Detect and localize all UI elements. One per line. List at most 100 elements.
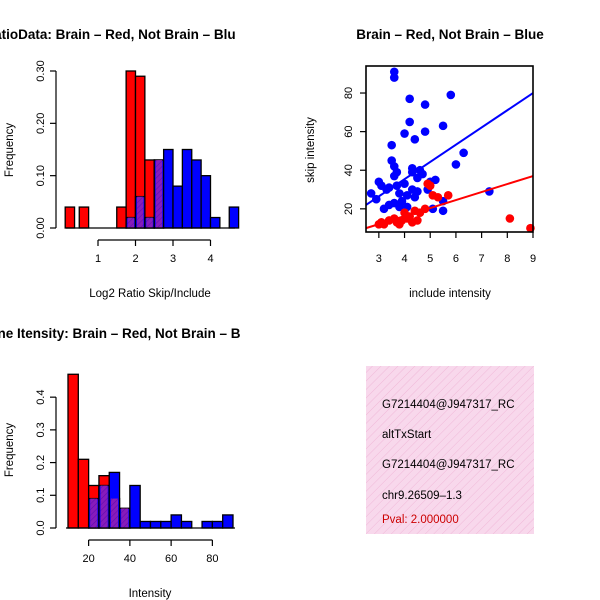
intensity-hist-x-tick-label: 20	[83, 553, 95, 565]
scatter-point-not-brain	[392, 167, 402, 177]
intensity-histogram-bars	[67, 373, 234, 529]
intensity-hist-x-tick-label: 60	[165, 553, 177, 565]
ratio-hist-bar-not-brain	[191, 159, 202, 229]
ratio-hist-bar-brain	[64, 206, 76, 229]
intensity-hist-bar-brain	[77, 458, 90, 529]
ratio-hist-bar-brain	[78, 206, 90, 229]
scatter-plot-area	[365, 67, 535, 233]
scatter-fit-line-not-brain	[365, 92, 534, 206]
scatter-axes: 3 4 5 6 7 8 9 20 40 60 80	[343, 65, 536, 265]
ratio-hist-y-tick-label: 0.00	[35, 217, 47, 238]
ratio-hist-x-tick-label: 4	[207, 253, 213, 265]
ratio-histogram-title: RatioData: Brain – Red, Not Brain – Blu	[0, 27, 236, 42]
scatter-y-tick-label: 40	[343, 164, 355, 176]
scatter-point-not-brain	[387, 140, 396, 150]
ratio-histogram-axes: 0.00 0.10 0.20 0.30 1 2 3 4	[35, 60, 235, 265]
intensity-hist-bar-not-brain	[170, 514, 183, 529]
intensity-hist-bar-not-brain	[180, 520, 193, 529]
info-probe-id: G7214404@J947317_RC	[382, 459, 515, 471]
ratio-histogram-xlabel: Log2 Ratio Skip/Include	[89, 288, 210, 300]
ratio-hist-bar-brain	[116, 206, 127, 229]
scatter-x-tick-label: 8	[504, 253, 510, 265]
scatter-point-not-brain	[420, 100, 430, 109]
ratio-hist-x-tick-label: 1	[95, 253, 101, 265]
ratio-hist-bar-not-brain	[162, 148, 174, 229]
ratio-hist-bar-not-brain	[172, 185, 184, 229]
intensity-scatter-chart: Brain – Red, Not Brain – Blue skip inten…	[305, 27, 544, 300]
scatter-title: Brain – Red, Not Brain – Blue	[356, 27, 544, 42]
scatter-point-not-brain	[451, 160, 461, 169]
ratio-histogram-ylabel: Frequency	[4, 123, 16, 178]
intensity-hist-bar-overlap	[100, 485, 108, 528]
info-pval: Pval: 2.000000	[382, 514, 459, 526]
scatter-point-not-brain	[410, 135, 420, 144]
ratio-hist-bar-brain	[125, 70, 137, 229]
scatter-x-tick-label: 7	[479, 253, 485, 265]
scatter-point-not-brain	[420, 127, 430, 136]
scatter-point-not-brain	[395, 189, 404, 198]
intensity-hist-bar-not-brain	[211, 520, 224, 529]
ratio-hist-bar-overlap	[155, 159, 163, 228]
ratio-histogram-bars	[64, 70, 240, 229]
scatter-point-brain	[425, 181, 435, 190]
ratio-hist-y-tick-label: 0.10	[35, 165, 47, 186]
scatter-point-not-brain	[418, 169, 427, 179]
intensity-hist-x-tick-label: 80	[206, 553, 218, 565]
scatter-point-not-brain	[389, 73, 399, 82]
scatter-x-tick-label: 6	[453, 253, 459, 265]
info-event-type: altTxStart	[382, 429, 432, 441]
intensity-hist-y-tick-label: 0.3	[35, 422, 47, 437]
intensity-hist-bar-brain	[67, 373, 79, 529]
intensity-histogram-chart: Gene Itensity: Brain – Red, Not Brain – …	[0, 326, 241, 600]
intensity-hist-y-tick-label: 0.1	[35, 488, 47, 503]
scatter-y-tick-label: 20	[343, 203, 355, 215]
info-location: chr9.26509–1.3	[382, 490, 462, 502]
scatter-point-brain	[505, 214, 515, 223]
ratio-histogram-chart: RatioData: Brain – Red, Not Brain – Blu …	[0, 27, 240, 300]
ratio-hist-bar-not-brain	[181, 148, 193, 229]
intensity-hist-bar-not-brain	[222, 514, 234, 529]
intensity-hist-x-tick-label: 40	[124, 553, 136, 565]
scatter-point-not-brain	[413, 187, 422, 196]
scatter-point-not-brain	[438, 121, 448, 131]
intensity-hist-bar-not-brain	[139, 520, 152, 529]
scatter-point-not-brain	[405, 94, 414, 104]
intensity-hist-bar-not-brain	[201, 520, 214, 529]
scatter-xlabel: include intensity	[409, 288, 491, 300]
intensity-histogram-title: Gene Itensity: Brain – Red, Not Brain – …	[0, 326, 241, 341]
scatter-point-not-brain	[402, 191, 412, 200]
info-panel-background	[366, 366, 534, 534]
intensity-hist-y-tick-label: 0.0	[35, 520, 47, 535]
intensity-histogram-xlabel: Intensity	[129, 588, 172, 600]
ratio-hist-x-tick-label: 3	[170, 253, 176, 265]
scatter-x-tick-label: 4	[401, 253, 407, 265]
ratio-hist-y-tick-label: 0.20	[35, 113, 47, 134]
scatter-point-not-brain	[400, 129, 409, 138]
scatter-point-brain	[443, 191, 453, 200]
info-gene-id: G7214404@J947317_RC	[382, 399, 515, 411]
scatter-fit-line-brain	[365, 175, 534, 230]
scatter-point-not-brain	[446, 90, 456, 100]
scatter-point-not-brain	[405, 117, 414, 127]
scatter-point-not-brain	[431, 175, 440, 185]
intensity-hist-y-tick-label: 0.4	[35, 390, 47, 405]
ratio-hist-bar-not-brain	[200, 175, 212, 229]
ratio-hist-x-tick-label: 2	[132, 253, 138, 265]
scatter-point-brain	[433, 192, 443, 202]
scatter-point-brain	[413, 216, 422, 225]
info-panel: G7214404@J947317_RC altTxStart G7214404@…	[366, 366, 534, 534]
intensity-hist-bar-overlap	[110, 498, 119, 528]
ratio-hist-bar-overlap	[136, 196, 144, 228]
scatter-ylabel: skip intensity	[305, 117, 317, 183]
scatter-x-tick-label: 5	[427, 253, 433, 265]
scatter-point-not-brain	[459, 148, 468, 158]
ratio-hist-bar-overlap	[146, 217, 153, 228]
ratio-hist-bar-not-brain	[228, 206, 240, 229]
intensity-histogram-axes: 0.0 0.1 0.2 0.3 0.4 20 40 60 80	[35, 390, 235, 565]
scatter-point-not-brain	[366, 189, 376, 198]
ratio-hist-y-tick-label: 0.30	[35, 60, 47, 81]
intensity-hist-bar-not-brain	[149, 520, 162, 529]
ratio-hist-bar-not-brain	[209, 216, 221, 229]
intensity-hist-bar-overlap	[121, 508, 129, 528]
